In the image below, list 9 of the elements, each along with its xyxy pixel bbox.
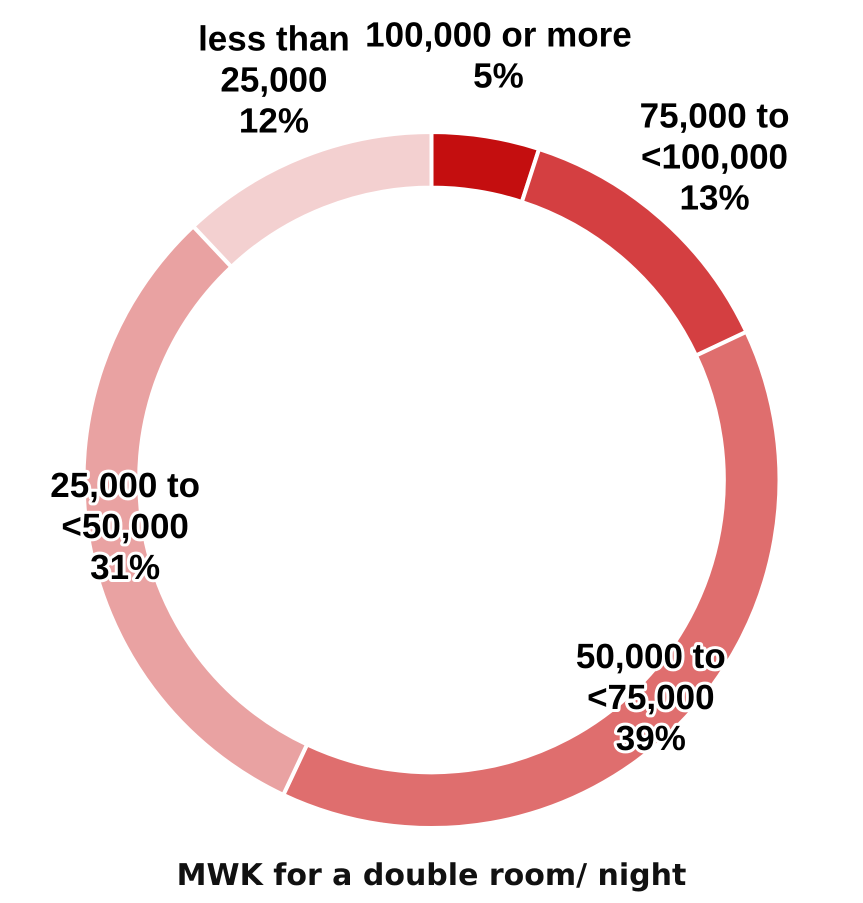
data-label: 13% <box>680 178 750 218</box>
slice-label: 75,000 to <100,000 <box>640 96 790 177</box>
text: MWK for a double room/ night <box>176 858 688 893</box>
slice-label: less than 25,000 <box>198 20 350 100</box>
slice-label: 100,000 or more <box>365 15 632 54</box>
data-label: 31% <box>90 548 160 588</box>
data-label: 12% <box>238 102 309 141</box>
slice-label: 25,000 to <50,000 <box>50 466 200 546</box>
data-label: 5% <box>473 56 524 96</box>
